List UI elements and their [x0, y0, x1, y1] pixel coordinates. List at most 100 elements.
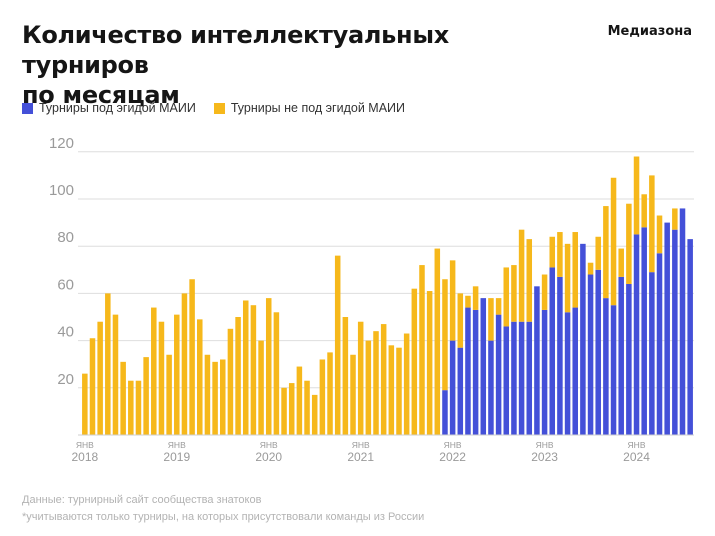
bar-non-maii — [82, 373, 88, 435]
bar-maii — [618, 276, 624, 435]
bar-maii — [442, 390, 448, 435]
bar-non-maii — [649, 175, 655, 273]
bar-maii — [679, 208, 686, 435]
bar-non-maii — [219, 359, 226, 435]
bar-maii — [534, 286, 540, 435]
x-tick-year-label: 2023 — [531, 450, 558, 464]
legend-item-non-maii: Турниры не под эгидой МАИИ — [213, 101, 405, 115]
bar-maii — [557, 276, 563, 435]
footnotes: Данные: турнирный сайт сообщества знаток… — [22, 492, 424, 526]
bar-non-maii — [89, 338, 96, 435]
bar-non-maii — [442, 279, 448, 391]
bar-non-maii — [426, 291, 433, 435]
x-tick-month-label: ЯНВ — [352, 440, 370, 450]
y-tick-label: 80 — [57, 229, 74, 246]
bar-non-maii — [457, 293, 464, 348]
bar-maii — [564, 312, 571, 435]
bar-maii — [610, 305, 617, 435]
bar-maii — [503, 326, 510, 435]
chart-legend: Турниры под эгидой МАИИ Турниры не под э… — [22, 101, 423, 115]
bar-non-maii — [610, 177, 617, 306]
bar-maii — [472, 309, 479, 435]
y-tick-label: 20 — [57, 371, 74, 388]
x-tick-month-label: ЯНВ — [536, 440, 554, 450]
x-tick-month-label: ЯНВ — [628, 440, 646, 450]
bar-maii — [518, 321, 525, 435]
bar-non-maii — [526, 239, 533, 322]
bar-maii — [641, 227, 647, 435]
bar-non-maii — [143, 357, 149, 435]
bar-maii — [587, 274, 594, 435]
bar-non-maii — [212, 361, 218, 435]
x-tick-year-label: 2019 — [163, 450, 190, 464]
bar-maii — [649, 272, 655, 435]
x-tick-month-label: ЯНВ — [444, 440, 462, 450]
bar-maii — [488, 340, 494, 435]
bar-maii — [572, 307, 578, 435]
bar-non-maii — [449, 260, 456, 341]
bar-non-maii — [204, 354, 211, 435]
bar-non-maii — [128, 380, 134, 435]
x-tick-year-label: 2020 — [255, 450, 282, 464]
bar-maii — [511, 321, 517, 435]
bar-non-maii — [434, 248, 441, 435]
bar-non-maii — [419, 265, 425, 435]
bar-non-maii — [411, 288, 418, 435]
bar-non-maii — [227, 328, 234, 435]
legend-swatch-non-maii — [213, 102, 225, 114]
bar-non-maii — [511, 265, 517, 322]
bar-maii — [465, 307, 471, 435]
bar-maii — [603, 298, 609, 435]
bar-non-maii — [189, 279, 195, 435]
bar-maii — [672, 229, 678, 435]
legend-item-maii: Турниры под эгидой МАИИ — [22, 101, 196, 115]
y-tick-label: 60 — [57, 276, 74, 293]
bar-non-maii — [373, 331, 379, 435]
bar-non-maii — [357, 321, 364, 435]
x-tick-year-label: 2021 — [347, 450, 374, 464]
bar-non-maii — [472, 286, 479, 310]
bar-non-maii — [595, 236, 601, 270]
x-tick-year-label: 2018 — [71, 450, 98, 464]
bar-non-maii — [541, 274, 548, 310]
bar-non-maii — [334, 255, 341, 435]
x-tick-year-label: 2022 — [439, 450, 466, 464]
bar-maii — [541, 309, 548, 435]
bar-maii — [580, 243, 586, 435]
bar-non-maii — [197, 319, 203, 435]
bar-maii — [495, 314, 502, 435]
bar-non-maii — [235, 317, 241, 435]
source-note: Данные: турнирный сайт сообщества знаток… — [22, 494, 262, 506]
x-tick-month-label: ЯНВ — [260, 440, 278, 450]
bar-non-maii — [618, 248, 624, 277]
bar-maii — [595, 269, 601, 435]
bar-maii — [449, 340, 456, 435]
bar-non-maii — [105, 293, 111, 435]
bar-non-maii — [174, 314, 180, 435]
bar-non-maii — [166, 354, 172, 435]
bar-non-maii — [265, 298, 272, 435]
bar-non-maii — [296, 366, 303, 435]
bar-maii — [656, 253, 663, 435]
bar-maii — [457, 347, 464, 435]
brand-logo: Медиазона — [607, 24, 692, 39]
bar-maii — [526, 321, 533, 435]
y-tick-label: 40 — [57, 324, 74, 341]
bar-non-maii — [258, 340, 264, 435]
chart-title: Количество интеллектуальных турниров по … — [22, 20, 582, 110]
bar-maii — [626, 283, 632, 435]
bar-non-maii — [587, 262, 594, 275]
bar-non-maii — [572, 232, 578, 308]
legend-label-maii: Турниры под эгидой МАИИ — [39, 101, 196, 115]
x-tick-year-label: 2024 — [623, 450, 650, 464]
bar-non-maii — [388, 345, 395, 435]
scope-note: *учитываются только турниры, на которых … — [22, 511, 425, 523]
bar-non-maii — [465, 295, 471, 308]
bar-non-maii — [319, 359, 326, 435]
bar-non-maii — [549, 236, 556, 268]
bar-non-maii — [564, 243, 571, 313]
bar-non-maii — [656, 215, 663, 254]
stacked-bar-chart: 20406080100120ЯНВ2018ЯНВ2019ЯНВ2020ЯНВ20… — [49, 135, 694, 464]
bar-maii — [549, 267, 556, 435]
bar-non-maii — [304, 380, 310, 435]
